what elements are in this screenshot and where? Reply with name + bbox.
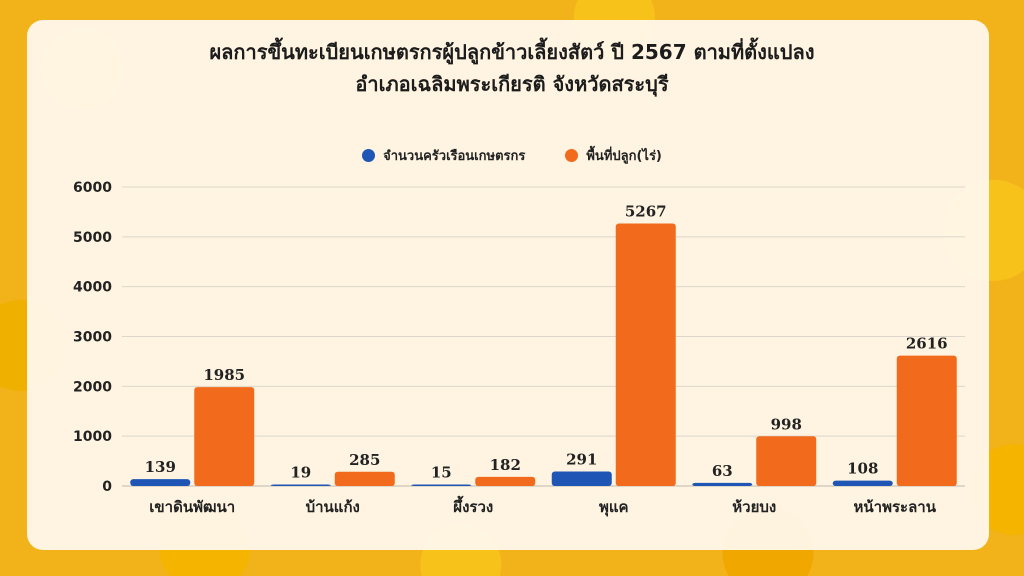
y-tick-label: 2000 [73,379,112,395]
chart-title-line-2: อำเภอเฉลิมพระเกียรติ จังหวัดสระบุรี [355,72,669,96]
data-label-households-0: 139 [145,458,176,476]
bar-households-2 [411,484,472,486]
data-label-area-3: 5267 [625,203,667,221]
x-tick-label: บ้านแก้ง [306,498,360,516]
legend-item-area: พื้นที่ปลูก(ไร่) [565,145,662,166]
data-label-area-0: 1985 [203,366,245,384]
bar-households-1 [270,484,331,486]
data-label-households-1: 19 [290,464,311,482]
x-tick-label: หน้าพระลาน [854,498,937,516]
data-label-area-1: 285 [349,451,380,469]
y-tick-label: 4000 [73,280,112,296]
x-tick-label: เขาดินพัฒนา [149,498,235,516]
y-tick-label: 3000 [73,330,112,346]
legend-swatch-households [362,149,376,162]
bar-area-0 [194,387,255,486]
data-label-households-4: 63 [712,462,733,480]
bar-households-0 [130,479,191,486]
data-label-area-5: 2616 [906,335,948,353]
data-label-area-4: 998 [771,415,802,433]
data-label-households-5: 108 [847,460,878,478]
bar-households-4 [692,482,753,486]
bar-area-2 [475,476,536,486]
legend-label-area: พื้นที่ปลูก(ไร่) [586,149,662,164]
legend-item-households: จำนวนครัวเรือนเกษตรกร [362,145,525,166]
bar-area-4 [756,436,817,486]
y-tick-label: 6000 [73,180,112,196]
bar-households-3 [551,471,612,486]
y-tick-label: 1000 [73,429,112,445]
data-label-area-2: 182 [490,456,521,474]
chart-card [27,20,989,550]
bar-area-5 [896,355,957,486]
data-label-households-2: 15 [431,464,452,482]
bar-area-1 [334,471,395,486]
data-label-households-3: 291 [566,450,597,468]
chart-title-line-1: ผลการขึ้นทะเบียนเกษตรกรผู้ปลูกข้าวเลี้ยง… [209,40,815,64]
x-tick-label: ห้วยบง [732,498,776,516]
legend-swatch-area [565,149,579,162]
legend-label-households: จำนวนครัวเรือนเกษตรกร [383,149,526,164]
y-tick-label: 5000 [73,230,112,246]
y-tick-label: 0 [102,479,112,495]
bar-households-5 [832,480,893,486]
x-tick-label: พุแค [599,498,629,517]
chart-legend: จำนวนครัวเรือนเกษตรกร พื้นที่ปลูก(ไร่) [0,145,1024,166]
bar-area-3 [615,223,676,486]
chart-title: ผลการขึ้นทะเบียนเกษตรกรผู้ปลูกข้าวเลี้ยง… [0,36,1024,100]
x-tick-label: ผึ้งรวง [453,495,493,516]
